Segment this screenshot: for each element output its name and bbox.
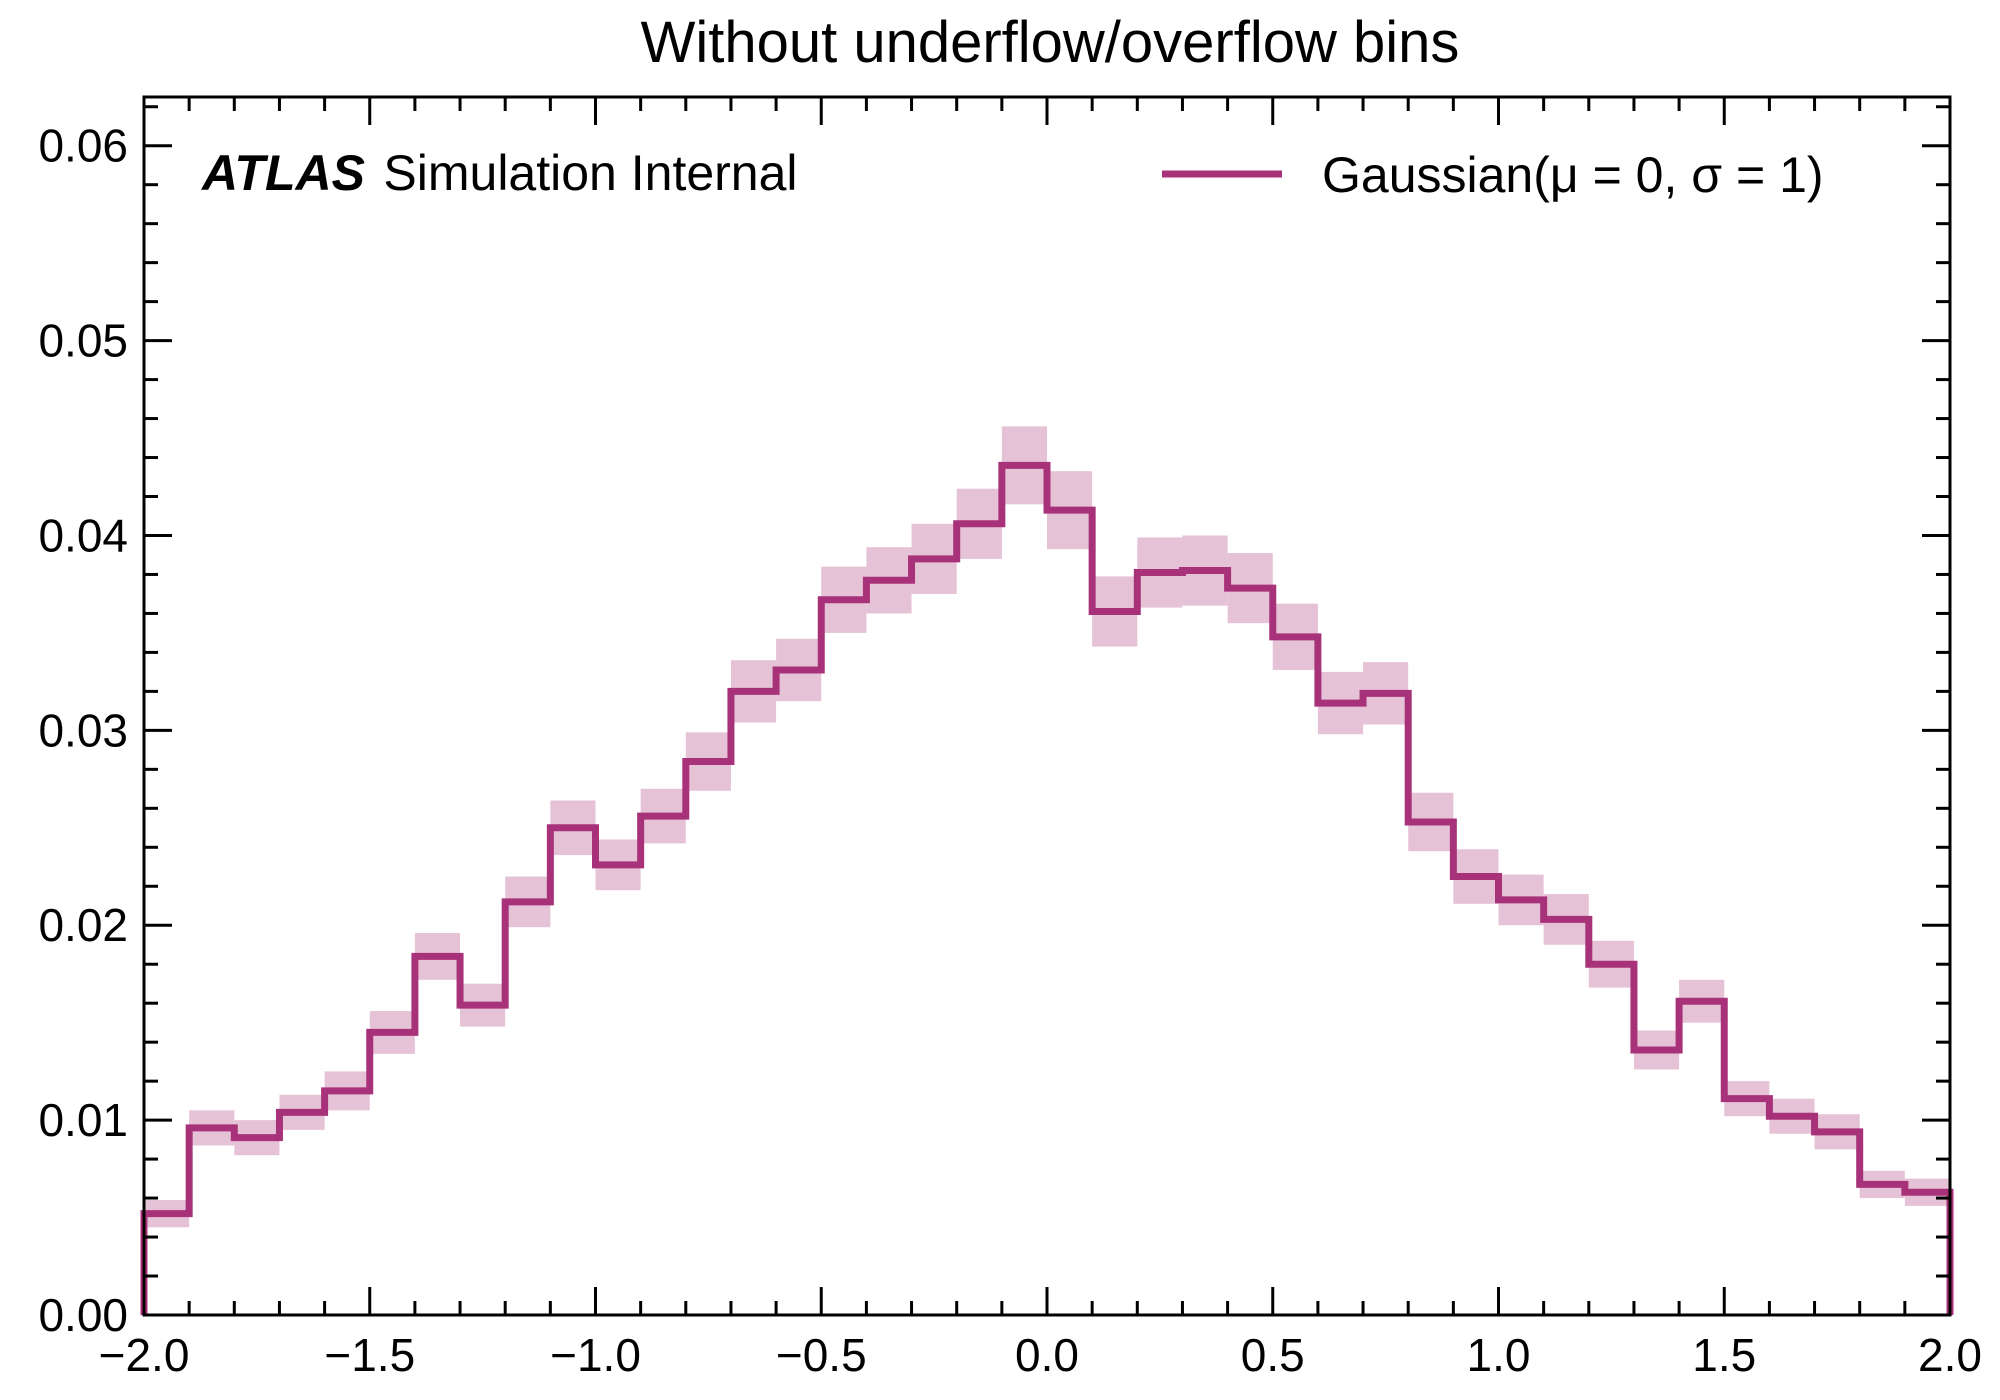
x-tick-label: 1.0 [1467, 1329, 1531, 1381]
x-tick-label: −2.0 [99, 1329, 190, 1381]
y-tick-label: 0.01 [38, 1094, 128, 1146]
x-tick-label: −1.0 [550, 1329, 641, 1381]
legend-label: Gaussian(μ = 0, σ = 1) [1322, 147, 1824, 203]
atlas-sublabel: Simulation Internal [383, 145, 797, 201]
y-tick-label: 0.04 [38, 509, 128, 561]
y-tick-label: 0.05 [38, 315, 128, 367]
x-tick-label: 0.5 [1241, 1329, 1305, 1381]
y-tick-label: 0.03 [38, 704, 128, 756]
x-tick-label: 2.0 [1918, 1329, 1982, 1381]
x-tick-label: 0.0 [1015, 1329, 1079, 1381]
histogram-series [140, 461, 1954, 1315]
axis-tick-labels: −2.0 −1.5 −1.0 −0.5 0.0 0.5 1.0 1.5 2.0 0.00 0.01 0… [38, 120, 1982, 1381]
uncertainty-bands [144, 426, 1950, 1228]
experiment-label: ATLAS Simulation Internal [200, 145, 798, 201]
x-tick-label: 1.5 [1692, 1329, 1756, 1381]
y-tick-label: 0.06 [38, 120, 128, 172]
chart-title: Without underflow/overflow bins [641, 10, 1460, 75]
x-tick-label: −0.5 [776, 1329, 867, 1381]
x-tick-label: −1.5 [324, 1329, 415, 1381]
histogram-line [140, 461, 1954, 1315]
atlas-label: ATLAS [200, 145, 365, 201]
y-tick-label: 0.02 [38, 899, 128, 951]
legend: Gaussian(μ = 0, σ = 1) [1162, 147, 1824, 203]
axis-ticks [142, 97, 1952, 1317]
y-tick-label: 0.00 [38, 1289, 128, 1341]
plot-frame [142, 95, 1952, 1317]
